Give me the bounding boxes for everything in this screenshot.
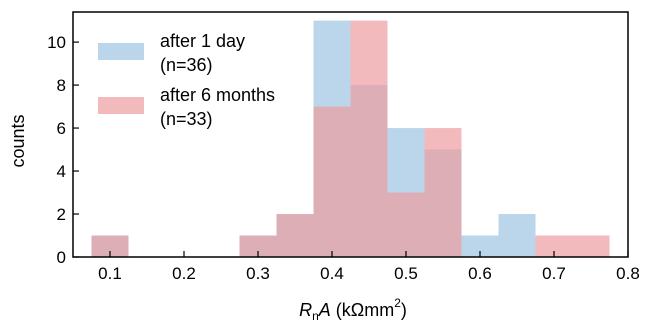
legend: after 1 day (n=36) after 6 months (n=33)	[98, 31, 275, 129]
bar-after-6-months-6	[424, 128, 462, 257]
legend-label-after-1-day: after 1 day	[160, 31, 245, 51]
bar-after-6-months-8	[572, 235, 610, 257]
y-axis-label: counts	[8, 114, 28, 167]
y-tick-label: 10	[47, 33, 66, 52]
legend-swatch-after-1-day	[98, 43, 144, 60]
legend-count-after-6-months: (n=33)	[160, 109, 213, 129]
y-tick-label: 2	[57, 205, 66, 224]
legend-count-after-1-day: (n=36)	[160, 55, 213, 75]
bar-after-6-months-2	[276, 214, 314, 257]
y-tick-label: 6	[57, 119, 66, 138]
histogram-bars	[91, 20, 610, 257]
bar-after-6-months-4	[350, 20, 388, 257]
bar-after-6-months-0	[91, 235, 129, 257]
x-tick-label: 0.7	[542, 264, 566, 283]
bar-after-6-months-5	[387, 192, 425, 257]
y-tick-label: 8	[57, 76, 66, 95]
bar-after-1-day-8	[498, 214, 536, 257]
plot-frame	[72, 11, 629, 258]
legend-swatch-after-6-months	[98, 97, 144, 114]
x-tick-label: 0.8	[616, 264, 640, 283]
x-tick-label: 0.1	[98, 264, 122, 283]
bar-after-6-months-3	[313, 106, 351, 257]
x-tick-label: 0.5	[394, 264, 418, 283]
bar-after-1-day-7	[461, 235, 499, 257]
bar-after-6-months-7	[535, 235, 573, 257]
x-tick-label: 0.6	[468, 264, 492, 283]
bar-after-6-months-1	[239, 235, 277, 257]
x-tick-label: 0.2	[172, 264, 196, 283]
y-tick-label: 4	[57, 162, 66, 181]
x-tick-label: 0.4	[320, 264, 344, 283]
y-tick-label: 0	[57, 248, 66, 267]
axis-ticks: 0.1 0.2 0.3 0.4 0.5 0.6 0.7 0.8 0 2 4 6 8 10	[47, 33, 640, 283]
x-tick-label: 0.3	[246, 264, 270, 283]
legend-label-after-6-months: after 6 months	[160, 85, 275, 105]
x-axis-label: RnA (kΩmm2)	[299, 296, 407, 323]
